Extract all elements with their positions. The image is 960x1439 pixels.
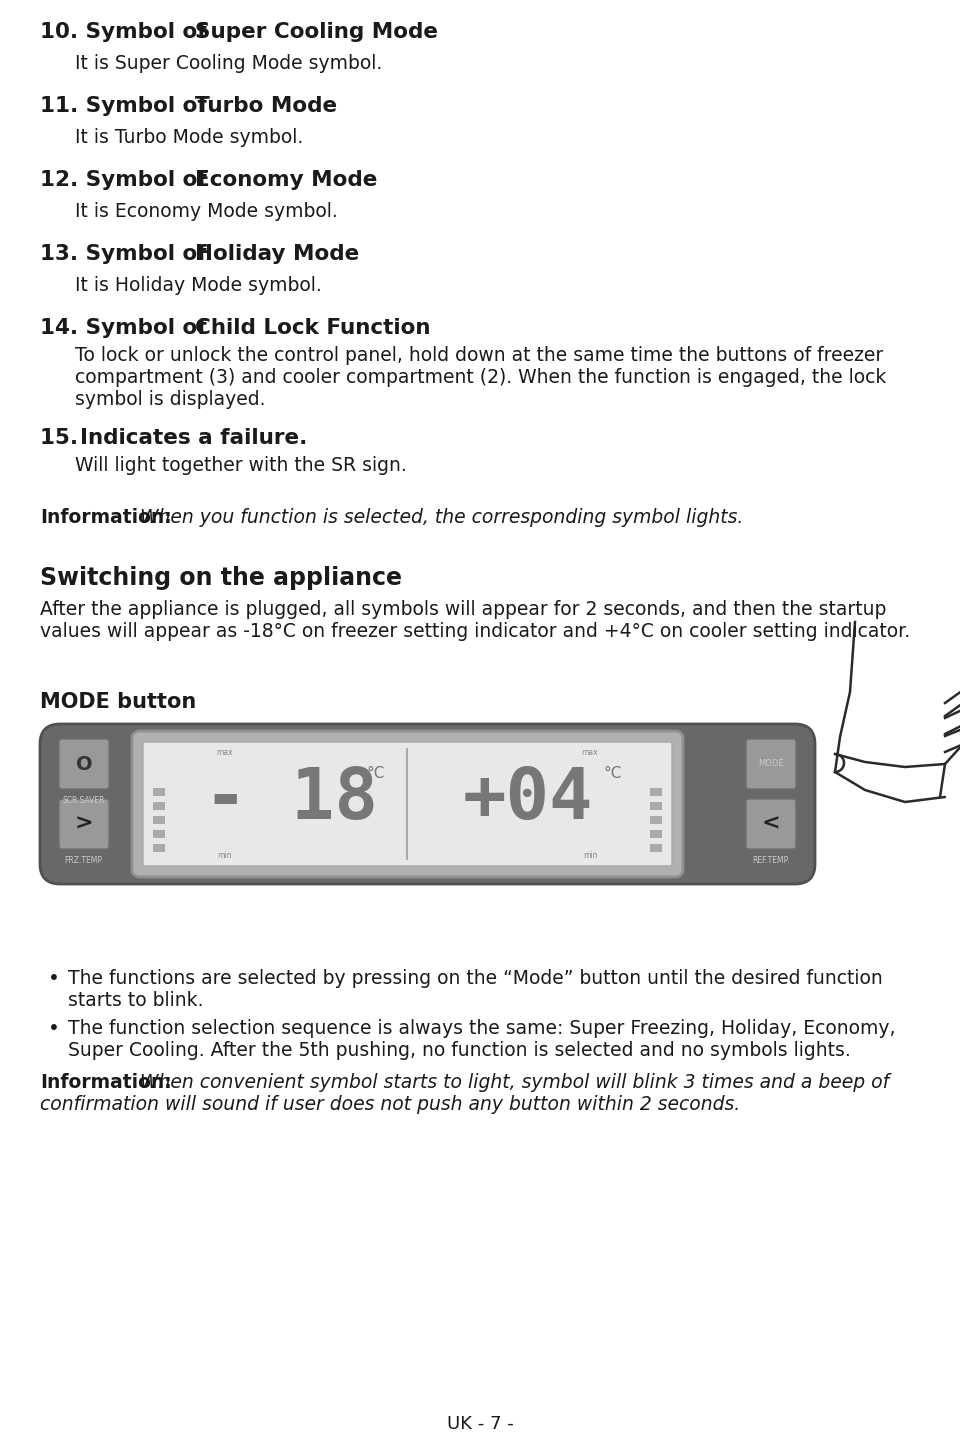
Text: Information:: Information: bbox=[40, 1073, 172, 1092]
Text: Will light together with the SR sign.: Will light together with the SR sign. bbox=[75, 456, 407, 475]
FancyBboxPatch shape bbox=[59, 740, 109, 789]
Text: max: max bbox=[217, 748, 233, 757]
FancyBboxPatch shape bbox=[59, 799, 109, 849]
Text: FRZ.TEMP.: FRZ.TEMP. bbox=[64, 856, 104, 865]
Text: 15.: 15. bbox=[40, 427, 85, 448]
Text: starts to blink.: starts to blink. bbox=[68, 991, 204, 1010]
FancyBboxPatch shape bbox=[40, 724, 815, 884]
Text: It is Economy Mode symbol.: It is Economy Mode symbol. bbox=[75, 201, 338, 222]
Bar bbox=[650, 802, 662, 810]
Text: <: < bbox=[761, 814, 780, 835]
Text: 14. Symbol of: 14. Symbol of bbox=[40, 318, 214, 338]
Text: 10. Symbol of: 10. Symbol of bbox=[40, 22, 214, 42]
Text: MODE: MODE bbox=[758, 760, 783, 768]
Text: values will appear as -18°C on freezer setting indicator and +4°C on cooler sett: values will appear as -18°C on freezer s… bbox=[40, 622, 910, 640]
Text: The functions are selected by pressing on the “Mode” button until the desired fu: The functions are selected by pressing o… bbox=[68, 968, 883, 989]
Bar bbox=[153, 845, 165, 852]
Text: Indicates a failure.: Indicates a failure. bbox=[80, 427, 307, 448]
Text: >: > bbox=[75, 814, 93, 835]
Text: max: max bbox=[582, 748, 598, 757]
Text: MODE button: MODE button bbox=[40, 692, 196, 712]
Text: 11. Symbol of: 11. Symbol of bbox=[40, 96, 214, 117]
Text: •: • bbox=[48, 968, 60, 989]
FancyBboxPatch shape bbox=[746, 799, 796, 849]
FancyBboxPatch shape bbox=[746, 740, 796, 789]
Text: Holiday Mode: Holiday Mode bbox=[195, 245, 359, 263]
Text: The function selection sequence is always the same: Super Freezing, Holiday, Eco: The function selection sequence is alway… bbox=[68, 1019, 896, 1038]
Text: Economy Mode: Economy Mode bbox=[195, 170, 377, 190]
Text: confirmation will sound if user does not push any button within 2 seconds.: confirmation will sound if user does not… bbox=[40, 1095, 740, 1114]
Text: REF.TEMP.: REF.TEMP. bbox=[753, 856, 790, 865]
Text: •: • bbox=[48, 1019, 60, 1038]
Text: To lock or unlock the control panel, hold down at the same time the buttons of f: To lock or unlock the control panel, hol… bbox=[75, 345, 883, 366]
Bar bbox=[153, 830, 165, 837]
Bar bbox=[650, 845, 662, 852]
Text: When you function is selected, the corresponding symbol lights.: When you function is selected, the corre… bbox=[140, 508, 743, 527]
Bar bbox=[650, 816, 662, 825]
Bar bbox=[650, 789, 662, 796]
Text: When convenient symbol starts to light, symbol will blink 3 times and a beep of: When convenient symbol starts to light, … bbox=[140, 1073, 889, 1092]
Text: - 18: - 18 bbox=[204, 764, 378, 833]
Text: °C: °C bbox=[604, 767, 622, 781]
FancyBboxPatch shape bbox=[143, 743, 672, 866]
Text: Turbo Mode: Turbo Mode bbox=[195, 96, 337, 117]
Bar bbox=[153, 802, 165, 810]
Text: After the appliance is plugged, all symbols will appear for 2 seconds, and then : After the appliance is plugged, all symb… bbox=[40, 600, 886, 619]
FancyBboxPatch shape bbox=[132, 731, 683, 876]
Text: Super Cooling Mode: Super Cooling Mode bbox=[195, 22, 438, 42]
Text: min: min bbox=[218, 850, 232, 861]
Text: O: O bbox=[76, 754, 92, 774]
Text: It is Holiday Mode symbol.: It is Holiday Mode symbol. bbox=[75, 276, 322, 295]
Bar bbox=[650, 830, 662, 837]
Text: 13. Symbol of: 13. Symbol of bbox=[40, 245, 214, 263]
Text: Super Cooling. After the 5th pushing, no function is selected and no symbols lig: Super Cooling. After the 5th pushing, no… bbox=[68, 1040, 851, 1061]
Text: min: min bbox=[583, 850, 597, 861]
Text: Child Lock Function: Child Lock Function bbox=[195, 318, 430, 338]
Bar bbox=[153, 789, 165, 796]
Text: °C: °C bbox=[367, 767, 385, 781]
Text: SCR.SAVER: SCR.SAVER bbox=[62, 796, 106, 804]
Text: 12. Symbol of: 12. Symbol of bbox=[40, 170, 214, 190]
Text: symbol is displayed.: symbol is displayed. bbox=[75, 390, 266, 409]
Text: +04: +04 bbox=[463, 764, 593, 833]
Text: compartment (3) and cooler compartment (2). When the function is engaged, the lo: compartment (3) and cooler compartment (… bbox=[75, 368, 886, 387]
Bar bbox=[153, 816, 165, 825]
Text: UK - 7 -: UK - 7 - bbox=[446, 1415, 514, 1433]
Text: Information:: Information: bbox=[40, 508, 172, 527]
Text: It is Super Cooling Mode symbol.: It is Super Cooling Mode symbol. bbox=[75, 55, 382, 73]
Text: It is Turbo Mode symbol.: It is Turbo Mode symbol. bbox=[75, 128, 303, 147]
Text: Switching on the appliance: Switching on the appliance bbox=[40, 566, 402, 590]
